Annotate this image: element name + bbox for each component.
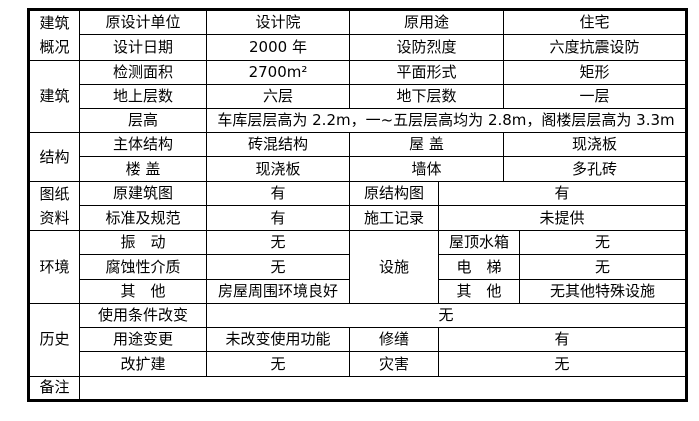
table-row: 图纸 资料 原建筑图 有 原结构图 有 [28,180,688,232]
label-cell: 灾害 [349,351,439,377]
label-cell: 主体结构 [79,132,207,158]
table-row: 设计日期 2000 年 设防烈度 六度抗震设防 [29,34,688,61]
label-cell: 平面形式 [348,59,505,85]
value-cell: 未改变使用功能 [206,327,350,353]
table-row: 备注 [28,375,688,402]
value-cell: 矩形 [503,59,688,85]
value-cell: 无 [519,254,688,280]
group-cell-building: 建筑 [28,59,80,134]
label-cell: 检测面积 [79,59,207,85]
label-cell: 屋顶水箱 [437,230,521,256]
value-cell: 六度抗震设防 [503,34,688,61]
table-row: 腐蚀性介质 无 电 梯 无 [29,254,688,280]
label-cell: 修缮 [349,327,439,353]
building-survey-table: 建筑 概况 原设计单位 设计院 原用途 住宅 设计日期 2000 年 设防烈度 … [27,8,689,402]
value-cell: 砖混结构 [206,132,350,158]
label-cell: 原建筑图 [79,180,207,207]
value-cell-wide: 车库层层高为 2.2m，一~五层层高均为 2.8m，阁楼层层高为 3.3m [205,107,688,134]
label-cell: 屋 盖 [348,132,505,158]
label-cell: 原设计单位 [79,8,207,36]
group-cell-notes: 备注 [28,375,80,402]
value-cell: 一层 [503,83,688,109]
table-row: 改扩建 无 灾害 无 [29,351,688,377]
table-row: 标准及规范 有 施工记录 未提供 [29,205,688,232]
label-cell: 层高 [79,107,207,134]
table-row: 建筑 概况 原设计单位 设计院 原用途 住宅 [28,8,688,61]
value-cell-wide: 无 [205,302,688,329]
label-cell: 改扩建 [79,351,207,377]
label-cell: 电 梯 [437,254,521,280]
label-cell: 施工记录 [349,205,439,232]
value-cell: 有 [206,180,350,207]
value-cell: 无 [206,351,350,377]
label-cell: 原用途 [348,8,505,36]
group-label-line: 建筑 [39,14,70,33]
table-row: 建筑 检测面积 2700m² 平面形式 矩形 [28,59,688,134]
label-cell: 地下层数 [348,83,505,109]
group-label-line: 图纸 [39,184,70,203]
label-cell: 用途变更 [79,327,207,353]
label-cell: 墙体 [348,156,505,182]
group-cell-environment: 环境 [28,230,80,304]
value-cell: 现浇板 [503,132,688,158]
label-cell: 原结构图 [349,180,439,207]
table-row: 其 他 房屋周围环境良好 其 他 无其他特殊设施 [29,278,688,304]
table-row: 用途变更 未改变使用功能 修缮 有 [29,327,688,353]
value-cell: 房屋周围环境良好 [206,278,350,304]
value-cell: 2700m² [206,59,350,85]
label-cell: 其 他 [437,278,521,304]
label-cell: 其 他 [79,278,207,304]
label-cell: 设计日期 [79,34,207,61]
label-cell: 楼 盖 [79,156,207,182]
value-cell: 无 [519,230,688,256]
group-label-line: 概况 [39,38,70,57]
value-cell: 无其他特殊设施 [519,278,688,304]
value-cell: 设计院 [206,8,350,36]
value-cell: 六层 [206,83,350,109]
table-row: 楼 盖 现浇板 墙体 多孔砖 [29,156,688,182]
table-row: 历史 使用条件改变 无 [28,302,688,377]
group-label-line: 资料 [39,208,70,227]
group-cell-structure: 结构 [28,132,80,182]
value-cell: 多孔砖 [503,156,688,182]
value-cell: 住宅 [503,8,688,36]
group-cell-history: 历史 [28,302,80,377]
label-cell: 设防烈度 [348,34,505,61]
group-cell-facilities: 设施 [349,230,439,304]
table-row: 结构 主体结构 砖混结构 屋 盖 现浇板 [28,132,688,182]
table-row: 环境 振 动 无 设施 屋顶水箱 无 [28,230,688,304]
value-cell-notes [78,375,688,402]
label-cell: 使用条件改变 [79,302,207,329]
table-row: 地上层数 六层 地下层数 一层 [29,83,688,109]
value-cell: 无 [206,254,350,280]
label-cell: 振 动 [79,230,207,256]
value-cell: 无 [206,230,350,256]
value-cell: 有 [437,180,688,207]
label-cell: 地上层数 [79,83,207,109]
value-cell: 2000 年 [206,34,350,61]
label-cell: 腐蚀性介质 [79,254,207,280]
group-cell-drawings: 图纸 资料 [28,180,80,232]
group-cell-overview: 建筑 概况 [28,9,80,61]
value-cell: 有 [206,205,350,232]
table-row: 层高 车库层层高为 2.2m，一~五层层高均为 2.8m，阁楼层层高为 3.3m [29,107,688,134]
value-cell: 无 [437,351,688,377]
value-cell: 未提供 [437,205,688,232]
value-cell: 现浇板 [206,156,350,182]
label-cell: 标准及规范 [79,205,207,232]
value-cell: 有 [437,327,688,353]
